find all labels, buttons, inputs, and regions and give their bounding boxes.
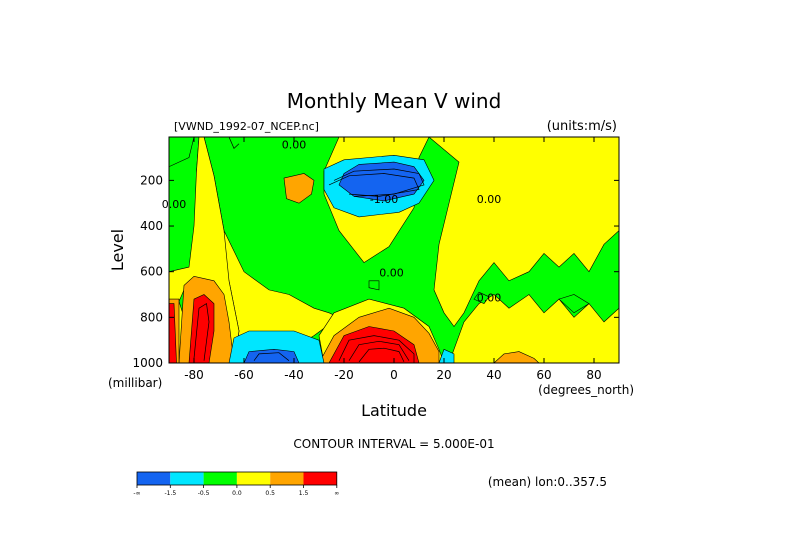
- contour-line-7: [228, 137, 240, 149]
- colorbar-swatch-1: [170, 472, 204, 485]
- y-tick-label: 800: [140, 310, 163, 324]
- x-tick-label: -60: [234, 368, 254, 382]
- colorbar: -∞ -1.5 -0.5 0.0 0.5 1.5 ∞: [133, 471, 339, 497]
- colorbar-label-1: -1.5: [164, 490, 176, 497]
- x-tick-label: 80: [586, 368, 601, 382]
- x-axis-ticks: -80 -60 -40 -20 0 20 40 60 80: [184, 137, 602, 382]
- contour-value-labels: 0.00 0.00 -1.00 0.00 0.00 0.00: [162, 138, 502, 304]
- footer-label: (mean) lon:0..357.5: [488, 475, 607, 489]
- contour-region-16: [493, 351, 540, 363]
- y-tick-label: 1000: [132, 356, 163, 370]
- contour-region-10: [558, 294, 590, 314]
- colorbar-label-6: ∞: [334, 490, 339, 497]
- contour-line-6: [253, 352, 290, 361]
- filled-contour-regions: [169, 137, 619, 363]
- y-axis-units: (millibar): [108, 376, 162, 390]
- contour-region-9: [368, 280, 380, 291]
- y-axis-ticks: 200 400 600 800 1000: [132, 173, 619, 370]
- contour-label-4: 0.00: [477, 291, 502, 304]
- x-tick-label: 60: [536, 368, 551, 382]
- y-tick-label: 600: [140, 265, 163, 279]
- contour-label-2: -1.00: [370, 193, 398, 206]
- colorbar-label-3: 0.0: [232, 490, 242, 497]
- contour-line-3: [348, 340, 410, 361]
- contour-lines: [193, 137, 425, 363]
- x-tick-label: 0: [390, 368, 398, 382]
- contour-line-5: [193, 303, 210, 361]
- units-label: (units:m/s): [547, 119, 617, 134]
- contour-label-1: 0.00: [162, 198, 187, 211]
- x-axis-title: Latitude: [361, 401, 427, 420]
- contour-line-1: [333, 168, 425, 197]
- colorbar-swatch-2: [203, 472, 237, 485]
- colorbar-label-0: -∞: [133, 490, 140, 497]
- colorbar-swatch-0: [137, 472, 171, 485]
- contour-region-7: [473, 291, 490, 304]
- contour-interval-label: CONTOUR INTERVAL = 5.000E-01: [293, 437, 494, 451]
- contour-line-2: [338, 335, 415, 363]
- contour-label-5: 0.00: [477, 193, 502, 206]
- contour-region-24: [243, 348, 300, 363]
- colorbar-label-5: 1.5: [299, 490, 309, 497]
- colorbar-label-4: 0.5: [265, 490, 275, 497]
- dataset-label: [VWND_1992-07_NCEP.nc]: [174, 120, 319, 133]
- colorbar-label-2: -0.5: [198, 490, 210, 497]
- contour-label-3: 0.00: [379, 266, 404, 279]
- contour-region-3: [428, 137, 619, 328]
- x-tick-label: -20: [334, 368, 354, 382]
- colorbar-swatch-4: [270, 472, 304, 485]
- x-tick-label: 20: [436, 368, 451, 382]
- x-axis-units: (degrees_north): [538, 383, 634, 397]
- contour-region-19: [169, 303, 177, 363]
- colorbar-swatch-3: [236, 472, 271, 485]
- contour-line-4: [358, 347, 405, 363]
- contour-line-0: [328, 173, 420, 197]
- x-tick-label: 40: [486, 368, 501, 382]
- x-tick-label: -80: [184, 368, 204, 382]
- x-tick-label: -40: [284, 368, 304, 382]
- colorbar-swatch-5: [303, 472, 337, 485]
- y-tick-label: 400: [140, 219, 163, 233]
- contour-region-22: [438, 348, 455, 363]
- contour-region-11: [283, 173, 315, 204]
- contour-label-0: 0.00: [282, 138, 307, 151]
- y-axis-title: Level: [108, 229, 127, 271]
- contour-region-17: [328, 326, 420, 363]
- y-tick-label: 200: [140, 173, 163, 187]
- contour-region-6: [169, 137, 195, 168]
- chart-title: Monthly Mean V wind: [287, 89, 502, 113]
